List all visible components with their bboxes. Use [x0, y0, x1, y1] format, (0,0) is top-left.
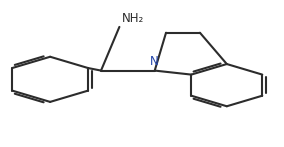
- Text: N: N: [150, 55, 159, 68]
- Text: NH₂: NH₂: [122, 12, 145, 25]
